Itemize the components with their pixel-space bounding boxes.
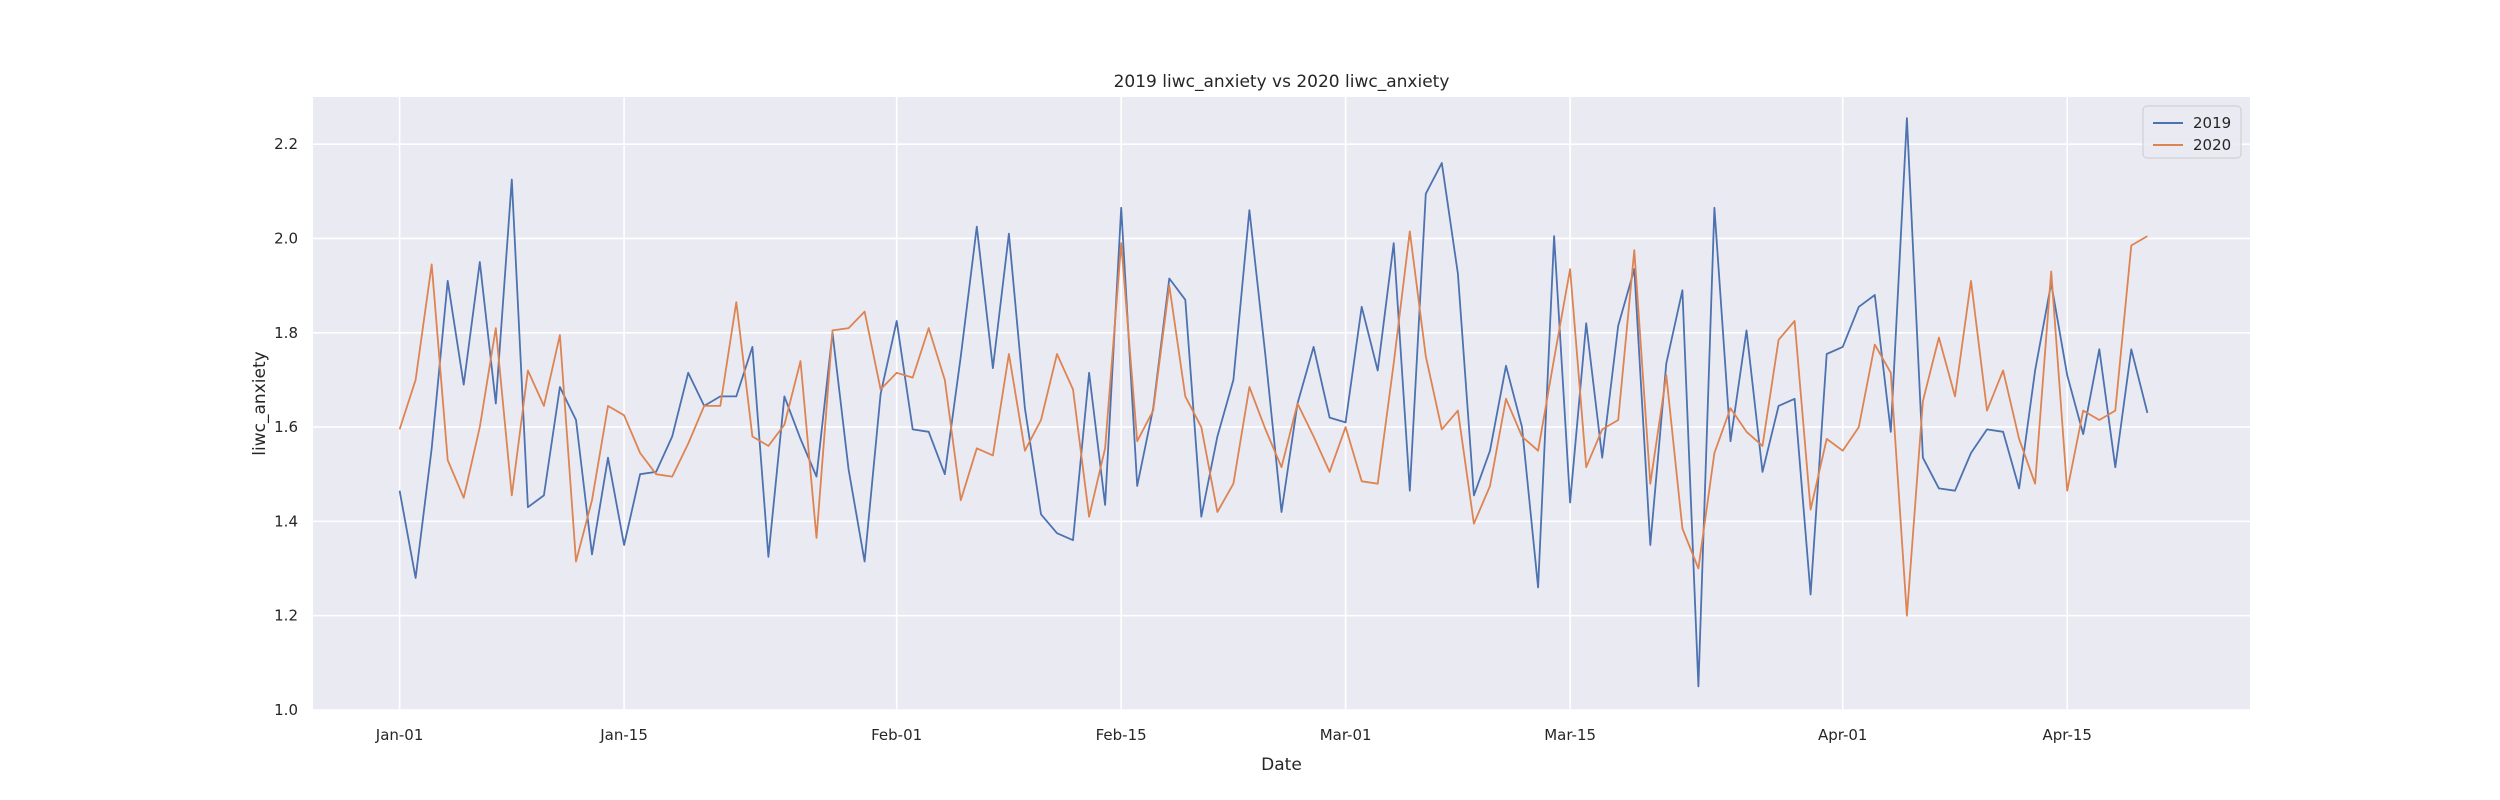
plot-area: [313, 97, 2250, 710]
series-line-2019: [398, 117, 2149, 688]
x-axis-label: Date: [1261, 755, 1302, 775]
x-tick-label: Apr-01: [1818, 726, 1868, 744]
y-tick-label: 1.6: [274, 418, 298, 436]
y-axis-label: liwc_anxiety: [250, 351, 270, 455]
x-tick-label: Apr-15: [2042, 726, 2092, 744]
y-tick-label: 1.4: [274, 512, 298, 530]
y-tick-label: 1.2: [274, 607, 298, 625]
series-layer: [398, 117, 2149, 688]
x-tick-label: Mar-15: [1544, 726, 1596, 744]
x-tick-label: Feb-01: [871, 726, 922, 744]
legend-label-2019: 2019: [2193, 114, 2231, 132]
y-tick-label: 1.8: [274, 324, 298, 342]
y-tick-label: 2.0: [274, 229, 298, 247]
x-tick-label: Jan-15: [599, 726, 648, 744]
y-tick-label: 1.0: [274, 701, 298, 719]
chart-title: 2019 liwc_anxiety vs 2020 liwc_anxiety: [1114, 72, 1450, 92]
tick-layer: Jan-01 Jan-15 Feb-01 Feb-15 Mar-01 Mar-15 Apr-…: [274, 135, 2092, 744]
grid-layer: [313, 97, 2250, 711]
legend: 2019 2020: [2142, 105, 2242, 159]
x-tick-label: Feb-15: [1096, 726, 1147, 744]
x-tick-label: Jan-01: [375, 726, 424, 744]
legend-label-2020: 2020: [2193, 136, 2231, 154]
series-line-2020: [398, 230, 2148, 617]
x-tick-label: Mar-01: [1320, 726, 1372, 744]
y-tick-label: 2.2: [274, 135, 298, 153]
